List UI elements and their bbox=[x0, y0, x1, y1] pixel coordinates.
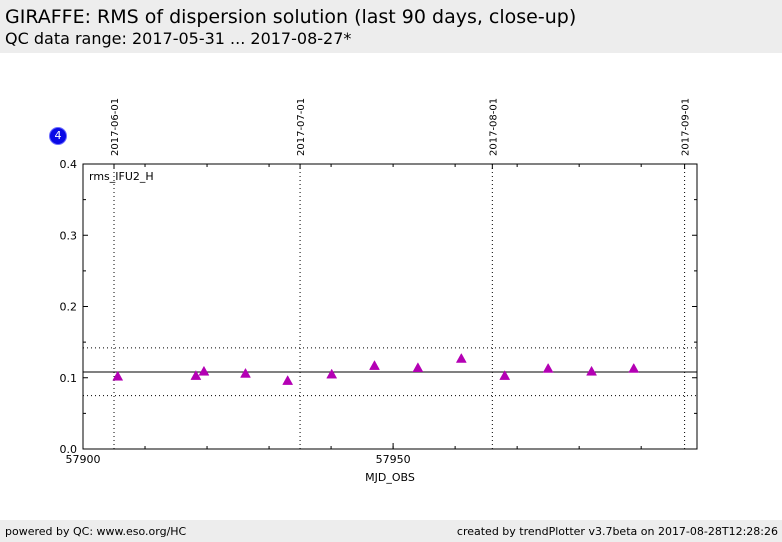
page-footer: powered by QC: www.eso.org/HC created by… bbox=[0, 520, 782, 542]
data-point bbox=[586, 365, 597, 376]
data-point bbox=[369, 360, 380, 370]
x-axis-label: MJD_OBS bbox=[365, 471, 415, 484]
date-marker-label: 2017-07-01 bbox=[296, 98, 307, 156]
footer-credit: powered by QC: www.eso.org/HC bbox=[5, 525, 187, 538]
page-subtitle: QC data range: 2017-05-31 ... 2017-08-27… bbox=[5, 29, 352, 48]
data-point bbox=[240, 367, 251, 378]
plot-number-badge: 4 bbox=[50, 128, 66, 144]
data-point bbox=[499, 370, 511, 380]
x-tick-label: 57950 bbox=[376, 453, 411, 466]
y-tick-label: 0.2 bbox=[60, 301, 78, 314]
data-point bbox=[542, 362, 554, 373]
data-point bbox=[112, 370, 124, 381]
date-marker-label: 2017-08-01 bbox=[488, 98, 499, 156]
data-point bbox=[326, 368, 338, 379]
data-point bbox=[198, 365, 210, 376]
data-point bbox=[190, 370, 202, 380]
footer-created: created by trendPlotter v3.7beta on 2017… bbox=[456, 525, 778, 538]
page-header: GIRAFFE: RMS of dispersion solution (las… bbox=[0, 0, 782, 53]
date-marker-label: 2017-09-01 bbox=[681, 98, 692, 156]
y-tick-label: 0.0 bbox=[60, 443, 78, 456]
data-point bbox=[412, 362, 424, 373]
plot-frame bbox=[82, 163, 698, 450]
data-point bbox=[455, 352, 467, 363]
x-tick-label: 57900 bbox=[66, 453, 101, 466]
data-point bbox=[628, 362, 640, 373]
y-tick-label: 0.3 bbox=[60, 229, 78, 242]
series-label: rms_IFU2_H bbox=[89, 170, 154, 183]
page-title: GIRAFFE: RMS of dispersion solution (las… bbox=[5, 6, 577, 28]
data-point bbox=[282, 375, 294, 385]
date-marker-label: 2017-06-01 bbox=[110, 98, 121, 156]
y-tick-label: 0.1 bbox=[60, 372, 78, 385]
y-tick-label: 0.4 bbox=[60, 158, 78, 171]
